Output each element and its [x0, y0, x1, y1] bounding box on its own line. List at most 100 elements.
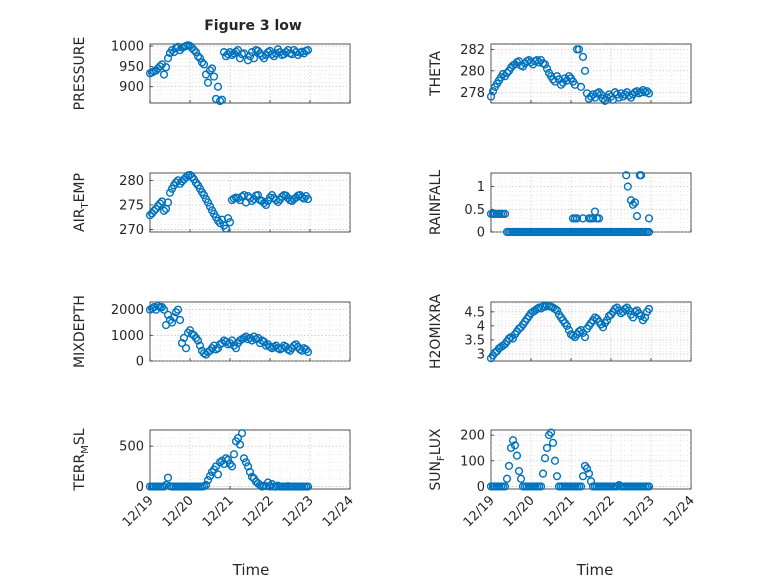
y-tick-label: 3 [477, 347, 485, 362]
data-point [644, 89, 654, 98]
y-tick-label: 280 [119, 174, 144, 189]
y-tick-label: 2000 [111, 303, 144, 318]
y-tick-label: 900 [119, 80, 144, 95]
data-point [574, 45, 584, 54]
data-point [239, 454, 249, 463]
figure-title: Figure 3 low [204, 18, 302, 34]
data-point [516, 474, 526, 483]
data-point [237, 429, 247, 438]
data-point [259, 198, 269, 208]
data-point [598, 323, 608, 332]
data-point [223, 455, 233, 465]
data-point [231, 344, 241, 353]
data-point [510, 441, 520, 450]
y-axis-label: AIRTEMP [72, 173, 91, 232]
data-point [620, 304, 630, 314]
y-tick-label: 0 [477, 480, 485, 495]
data-point [512, 451, 522, 460]
data-point [556, 80, 566, 89]
y-axis-label: PRESSURE [72, 37, 88, 111]
data-point [624, 91, 634, 100]
data-point [235, 54, 245, 63]
x-tick-label: 12/23 [621, 493, 658, 530]
axes-box [490, 429, 692, 490]
data-point [578, 214, 588, 223]
y-tick-label: 3.5 [464, 333, 485, 348]
data-point [203, 198, 213, 207]
data-point [163, 54, 173, 63]
data-point [626, 196, 636, 205]
data-point [159, 70, 169, 79]
y-tick-label: 282 [460, 43, 485, 58]
data-point [165, 188, 175, 197]
data-point [636, 311, 646, 321]
data-point [538, 469, 548, 478]
data-point [167, 46, 177, 55]
y-tick-label: 100 [460, 454, 485, 469]
x-axis-label-left: Time [232, 561, 270, 579]
data-point [500, 209, 510, 218]
data-point [213, 82, 223, 91]
data-point [632, 212, 642, 221]
data-point [498, 69, 508, 79]
data-point [550, 77, 560, 86]
data-point [163, 473, 173, 482]
y-tick-label: 1000 [111, 40, 144, 55]
data-point [540, 454, 550, 463]
data-point [644, 214, 654, 223]
y-tick-label: 275 [119, 198, 144, 213]
data-point [199, 60, 209, 69]
data-point [623, 182, 632, 191]
data-point [223, 50, 233, 59]
data-point [253, 191, 263, 200]
subplot-rainfall: 0 0.5 1 RAINFALL [428, 170, 692, 241]
subplot-air-temp: 270 275 280 AIRTEMP [72, 170, 351, 238]
data-point [586, 477, 596, 486]
data-point [562, 321, 572, 330]
y-tick-label: 950 [119, 60, 144, 75]
data-point [644, 304, 654, 314]
data-point [502, 68, 512, 78]
data-point [560, 74, 570, 83]
data-point [287, 50, 297, 59]
data-point [199, 191, 209, 200]
data-point [303, 347, 313, 357]
data-point [602, 316, 612, 325]
data-point [594, 214, 604, 223]
data-point [221, 454, 231, 463]
data-point [161, 63, 171, 72]
x-axis-label-right: Time [576, 561, 614, 579]
data-point [191, 48, 201, 57]
data-point [217, 95, 227, 104]
data-point [249, 54, 259, 63]
data-point [636, 171, 646, 180]
data-point [193, 52, 203, 61]
data-point [514, 466, 524, 476]
data-point [303, 46, 313, 55]
subplot-theta: 278 280 282 THETA [428, 43, 692, 105]
data-point [586, 92, 596, 101]
data-point [536, 482, 546, 491]
data-point [540, 60, 550, 69]
data-point [574, 327, 584, 336]
data-point [219, 48, 229, 57]
subplot-mixdepth: 0 1000 2000 MIXDEPTH [72, 295, 351, 370]
data-point [644, 227, 654, 237]
data-point [622, 171, 631, 180]
data-point [159, 482, 169, 491]
y-tick-label: 280 [460, 64, 485, 79]
data-point [207, 64, 217, 73]
data-point [568, 331, 578, 340]
data-point [225, 218, 235, 227]
x-tick-label: 12/19 [120, 493, 157, 530]
data-point [614, 93, 624, 102]
y-tick-label: 4 [477, 319, 485, 334]
x-tick-label: 12/20 [160, 493, 197, 530]
data-point [197, 58, 207, 67]
data-point [582, 464, 592, 473]
data-point [205, 471, 215, 481]
data-point [578, 52, 588, 61]
data-point [580, 66, 590, 75]
data-point [630, 198, 640, 207]
data-point [189, 46, 199, 55]
